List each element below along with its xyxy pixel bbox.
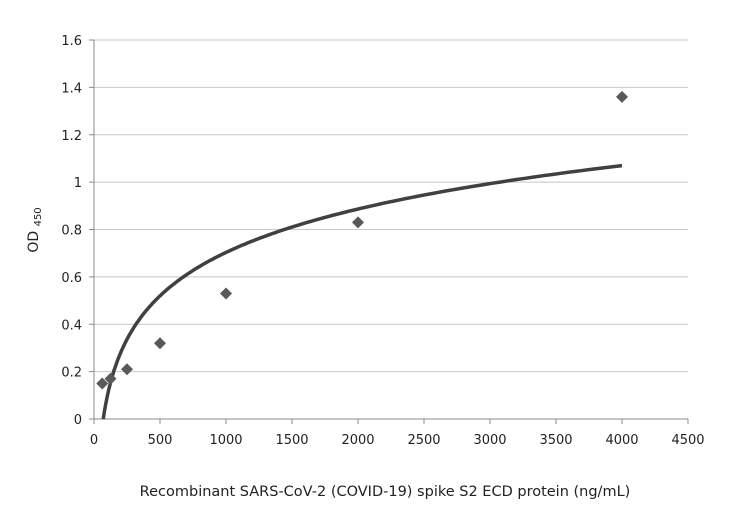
y-tick-label: 0.8 [61, 224, 82, 239]
y-tick-label: 1.4 [61, 81, 82, 96]
y-tick-label: 1.6 [61, 34, 82, 49]
x-tick-label: 500 [148, 433, 173, 448]
y-tick-label: 0.4 [61, 318, 82, 333]
data-point [154, 337, 166, 350]
data-point [352, 216, 364, 229]
x-tick-label: 2000 [341, 433, 374, 448]
x-tick-label: 3500 [539, 433, 572, 448]
data-point [121, 363, 133, 376]
x-tick-label: 0 [90, 433, 98, 448]
x-tick-label: 3000 [473, 433, 506, 448]
x-axis-label: Recombinant SARS-CoV-2 (COVID-19) spike … [140, 484, 631, 500]
x-tick-label: 4500 [671, 433, 704, 448]
x-tick-label: 1000 [209, 433, 242, 448]
y-tick-label: 0.6 [61, 271, 82, 286]
data-point [616, 90, 628, 103]
y-tick-label: 0 [74, 413, 82, 428]
x-tick-label: 2500 [407, 433, 440, 448]
y-tick-label: 1.2 [61, 129, 82, 144]
y-tick-label: 1 [74, 176, 82, 191]
trendline [101, 163, 623, 420]
data-point [96, 377, 109, 390]
x-tick-label: 4000 [605, 433, 638, 448]
x-tick-label: 1500 [275, 433, 308, 448]
data-point [104, 372, 117, 385]
y-tick-label: 0.2 [61, 366, 82, 381]
y-axis-label: OD 450 [26, 207, 44, 252]
data-point [220, 287, 232, 300]
